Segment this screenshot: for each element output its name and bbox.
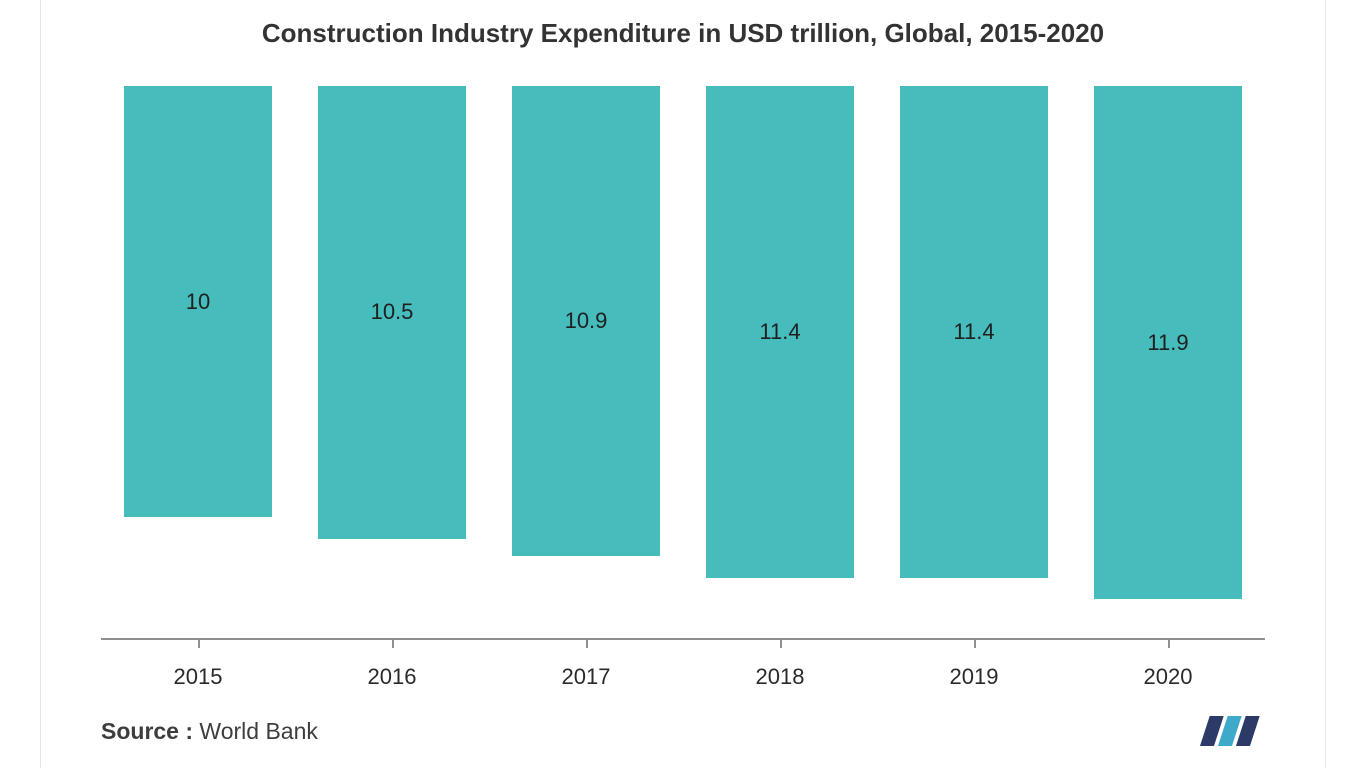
- x-tick: [392, 638, 394, 648]
- bars-container: 10 10.5 10.9 11.4: [101, 86, 1265, 638]
- bar-value-label: 11.4: [953, 319, 994, 345]
- source-prefix: Source :: [101, 718, 193, 744]
- bar-2015: 10: [124, 86, 271, 517]
- bar-value-label: 10: [186, 289, 210, 315]
- bar-2019: 11.4: [900, 86, 1047, 578]
- bar-slot: 10.5: [295, 86, 489, 638]
- bar-slot: 11.4: [683, 86, 877, 638]
- x-label: 2019: [877, 664, 1071, 690]
- bar-value-label: 11.4: [759, 319, 800, 345]
- source-attribution: Source : World Bank: [101, 718, 318, 745]
- x-label: 2018: [683, 664, 877, 690]
- bar-slot: 11.9: [1071, 86, 1265, 638]
- bar-2018: 11.4: [706, 86, 853, 578]
- bar-value-label: 10.5: [371, 299, 414, 325]
- bar-2020: 11.9: [1094, 86, 1241, 599]
- x-axis-labels: 2015 2016 2017 2018 2019 2020: [101, 664, 1265, 690]
- chart-footer: Source : World Bank: [101, 712, 1265, 750]
- bar-value-label: 11.9: [1147, 330, 1188, 356]
- brand-logo-icon: [1195, 712, 1265, 750]
- x-tick: [780, 638, 782, 648]
- x-tick: [1168, 638, 1170, 648]
- chart-frame: Construction Industry Expenditure in USD…: [40, 0, 1326, 768]
- source-text: World Bank: [193, 718, 318, 744]
- x-label: 2017: [489, 664, 683, 690]
- plot-area: 10 10.5 10.9 11.4: [101, 86, 1265, 640]
- bar-slot: 10: [101, 86, 295, 638]
- bar-2016: 10.5: [318, 86, 465, 539]
- chart-title: Construction Industry Expenditure in USD…: [41, 0, 1325, 49]
- x-tick: [586, 638, 588, 648]
- x-tick: [198, 638, 200, 648]
- bar-slot: 11.4: [877, 86, 1071, 638]
- x-label: 2016: [295, 664, 489, 690]
- x-label: 2020: [1071, 664, 1265, 690]
- bar-slot: 10.9: [489, 86, 683, 638]
- bar-value-label: 10.9: [565, 308, 608, 334]
- x-tick: [974, 638, 976, 648]
- x-label: 2015: [101, 664, 295, 690]
- bar-2017: 10.9: [512, 86, 659, 556]
